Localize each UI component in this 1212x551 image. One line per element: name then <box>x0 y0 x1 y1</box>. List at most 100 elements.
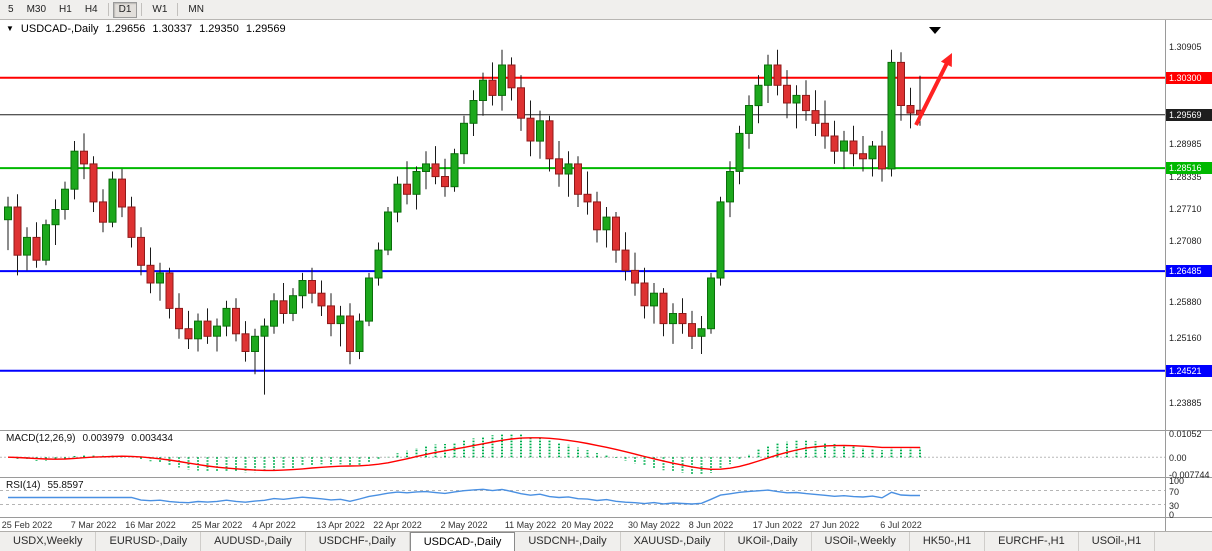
bear-candle <box>583 193 592 203</box>
date-label: 17 Jun 2022 <box>752 520 803 530</box>
tab-usdcnh-daily[interactable]: USDCNH-,Daily <box>515 532 621 551</box>
macd-pane: MACD(12,26,9) 0.003979 0.003434 <box>0 430 1165 477</box>
tab-eurchf-h1[interactable]: EURCHF-,H1 <box>985 532 1079 551</box>
macd-axis-label: 0.01052 <box>1169 429 1202 439</box>
date-label: 2 May 2022 <box>440 520 488 530</box>
date-label: 11 May 2022 <box>504 520 557 530</box>
date-label: 25 Feb 2022 <box>1 520 53 530</box>
price-axis-label: 1.23885 <box>1169 398 1202 408</box>
bear-candle <box>99 201 107 223</box>
bear-candle <box>13 206 22 256</box>
bull-candle <box>735 132 744 172</box>
bull-candle <box>156 272 164 284</box>
bear-candle <box>507 64 516 89</box>
price-line-badge: 1.28516 <box>1166 162 1212 174</box>
tab-xauusd-daily[interactable]: XAUUSD-,Daily <box>621 532 725 551</box>
tab-usoil-h1[interactable]: USOil-,H1 <box>1079 532 1156 551</box>
bear-candle <box>897 61 905 106</box>
symbol-dropdown-icon[interactable]: ▼ <box>6 24 14 33</box>
tab-usdchf-daily[interactable]: USDCHF-,Daily <box>306 532 410 551</box>
tab-usdx-weekly[interactable]: USDX,Weekly <box>0 532 97 551</box>
ohlc-low: 1.29350 <box>199 23 239 35</box>
bear-candle <box>849 140 858 155</box>
bull-candle <box>697 328 706 337</box>
price-line-badge: 1.26485 <box>1166 265 1212 277</box>
ohlc-close: 1.29569 <box>245 23 286 35</box>
bear-candle <box>678 313 687 325</box>
toolbar-separator <box>177 3 179 16</box>
bull-candle <box>51 209 60 226</box>
bear-candle <box>431 163 440 178</box>
price-line-badge: 1.30300 <box>1166 72 1212 84</box>
date-label: 4 Apr 2022 <box>252 520 296 530</box>
bull-candle <box>393 183 402 213</box>
axis-divider <box>1166 517 1212 518</box>
price-axis[interactable]: 1.30905 1.28985 1.28335 1.27710 1.27080 1.258… <box>1165 20 1212 531</box>
tab-eurusd-daily[interactable]: EURUSD-,Daily <box>96 532 202 551</box>
rsi-axis-label: 100 <box>1169 476 1185 486</box>
timeframe-button-h4[interactable]: H4 <box>84 4 98 15</box>
bull-candle <box>754 84 763 107</box>
candlestick-chart[interactable] <box>0 20 1165 430</box>
timeframe-button-d1[interactable]: D1 <box>112 1 138 18</box>
tab-hk50-h1[interactable]: HK50-,H1 <box>910 532 986 551</box>
bull-candle <box>669 313 677 325</box>
bull-candle <box>23 236 31 256</box>
bear-candle <box>526 117 535 142</box>
bear-candle <box>232 307 240 335</box>
date-label: 27 Jun 2022 <box>809 520 860 530</box>
bear-candle <box>165 272 174 309</box>
bull-candle <box>450 153 459 188</box>
timeframe-button-w1[interactable]: W1 <box>152 4 168 15</box>
bear-candle <box>403 183 411 195</box>
rsi-indicator-chart[interactable] <box>0 478 1165 517</box>
price-axis-label: 1.25160 <box>1169 333 1202 343</box>
bear-candle <box>811 110 820 124</box>
price-chart-pane: ▼ USDCAD-,Daily 1.29656 1.30337 1.29350 … <box>0 20 1165 430</box>
timeframe-button-h1[interactable]: H1 <box>59 4 72 15</box>
macd-signal-line <box>7 437 921 472</box>
bull-candle <box>365 277 373 322</box>
bull-candle <box>384 211 392 251</box>
bull-candle <box>887 61 896 170</box>
bull-candle <box>840 140 848 152</box>
tab-usoil-weekly[interactable]: USOil-,Weekly <box>812 532 910 551</box>
timeframe-button-m30[interactable]: M30 <box>26 4 47 15</box>
bull-candle <box>194 320 202 340</box>
tab-usdcad-daily[interactable]: USDCAD-,Daily <box>409 532 516 551</box>
object-marker-icon <box>929 27 941 34</box>
bear-candle <box>80 150 88 165</box>
date-label: 30 May 2022 <box>627 520 681 530</box>
chart-header: ▼ USDCAD-,Daily 1.29656 1.30337 1.29350 … <box>6 23 286 35</box>
bear-candle <box>441 176 449 188</box>
bear-candle <box>517 87 525 119</box>
chart-tabs: USDX,Weekly EURUSD-,Daily AUDUSD-,Daily USD… <box>0 531 1212 551</box>
macd-indicator-chart[interactable] <box>0 431 1165 477</box>
bear-candle <box>127 206 136 238</box>
bull-candle <box>479 79 487 101</box>
bear-candle <box>631 269 639 284</box>
timeframe-button-mn[interactable]: MN <box>188 4 204 15</box>
bear-candle <box>317 292 326 307</box>
date-label: 16 Mar 2022 <box>125 520 176 530</box>
timeframe-button-5[interactable]: 5 <box>8 4 14 15</box>
bear-candle <box>89 163 98 203</box>
rsi-axis-label: 30 <box>1169 501 1180 511</box>
bear-candle <box>146 264 155 284</box>
rsi-header: RSI(14) 55.8597 <box>6 480 84 491</box>
bear-candle <box>184 328 193 340</box>
macd-main-value: 0.003979 <box>82 433 125 444</box>
bear-candle <box>821 122 829 137</box>
bull-candle <box>764 64 772 86</box>
bull-candle <box>536 120 544 142</box>
bear-candle <box>175 307 183 330</box>
bull-candle <box>650 292 658 307</box>
bear-candle <box>906 105 915 114</box>
bull-candle <box>745 105 753 134</box>
tab-audusd-daily[interactable]: AUDUSD-,Daily <box>201 532 306 551</box>
price-axis-label: 1.27710 <box>1169 204 1202 214</box>
bear-candle <box>241 333 250 352</box>
date-axis[interactable]: 25 Feb 2022 7 Mar 2022 16 Mar 2022 25 Mar 2… <box>0 517 1165 531</box>
tab-ukoil-daily[interactable]: UKOil-,Daily <box>725 532 812 551</box>
bear-candle <box>32 236 41 261</box>
